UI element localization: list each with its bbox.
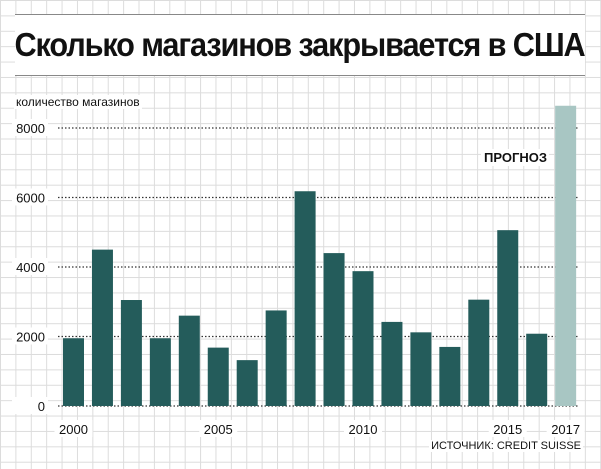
x-tick-label: 2005 [204, 422, 233, 437]
y-tick-bg [12, 188, 48, 206]
bar-2011 [381, 321, 403, 406]
x-tick-bg [488, 420, 527, 437]
forecast-label-bg [481, 149, 549, 166]
bars [63, 105, 577, 406]
title-banner: Сколько магазинов закрывается в США [14, 14, 586, 76]
y-tick-label: 8000 [16, 121, 45, 136]
bar-forecast-2017 [555, 105, 577, 406]
bar-2007 [265, 310, 287, 406]
bar-2000 [63, 338, 84, 406]
bar-2004 [178, 315, 200, 406]
chart-title: Сколько магазинов закрывается в США [14, 26, 586, 63]
bar-2008 [294, 191, 316, 406]
x-tick-label: 2010 [349, 422, 378, 437]
y-tick-bg [12, 327, 48, 345]
x-tick-label: 2017 [551, 422, 580, 437]
y-axis-label: количество магазинов [14, 95, 142, 109]
y-tick-labels: 0 2000 4000 6000 8000 [12, 119, 48, 414]
bar-2006 [236, 360, 258, 406]
x-tick-bg [54, 420, 93, 437]
bar-2005 [207, 347, 229, 406]
y-tick-bg [12, 397, 48, 414]
x-tick-bg [546, 420, 585, 437]
bar-2016 [526, 333, 548, 406]
y-tick-label: 2000 [16, 330, 45, 345]
bar-2002 [120, 300, 142, 406]
bar-2015 [497, 230, 519, 406]
bar-2009 [323, 253, 345, 406]
bar-2001 [91, 249, 113, 406]
bar-2013 [439, 346, 461, 406]
y-tick-label: 4000 [16, 260, 45, 275]
gridlines [58, 127, 578, 407]
x-tick-labels: 2000 2005 2010 2015 2017 [54, 420, 585, 437]
source-note: ИСТОЧНИК: CREDIT SUISSE [429, 440, 583, 452]
x-tick-label: 2000 [59, 422, 88, 437]
forecast-label: ПРОГНОЗ [484, 150, 547, 165]
bar-2012 [410, 332, 432, 406]
bar-2003 [149, 338, 171, 406]
y-tick-label: 6000 [16, 191, 45, 206]
x-tick-label: 2015 [493, 422, 522, 437]
bar-2010 [352, 271, 374, 406]
y-tick-bg [12, 119, 48, 136]
x-tick-bg [199, 420, 238, 437]
x-tick-bg [344, 420, 382, 437]
y-tick-bg [12, 258, 48, 275]
y-tick-label: 0 [38, 399, 45, 414]
bar-2014 [468, 299, 490, 406]
